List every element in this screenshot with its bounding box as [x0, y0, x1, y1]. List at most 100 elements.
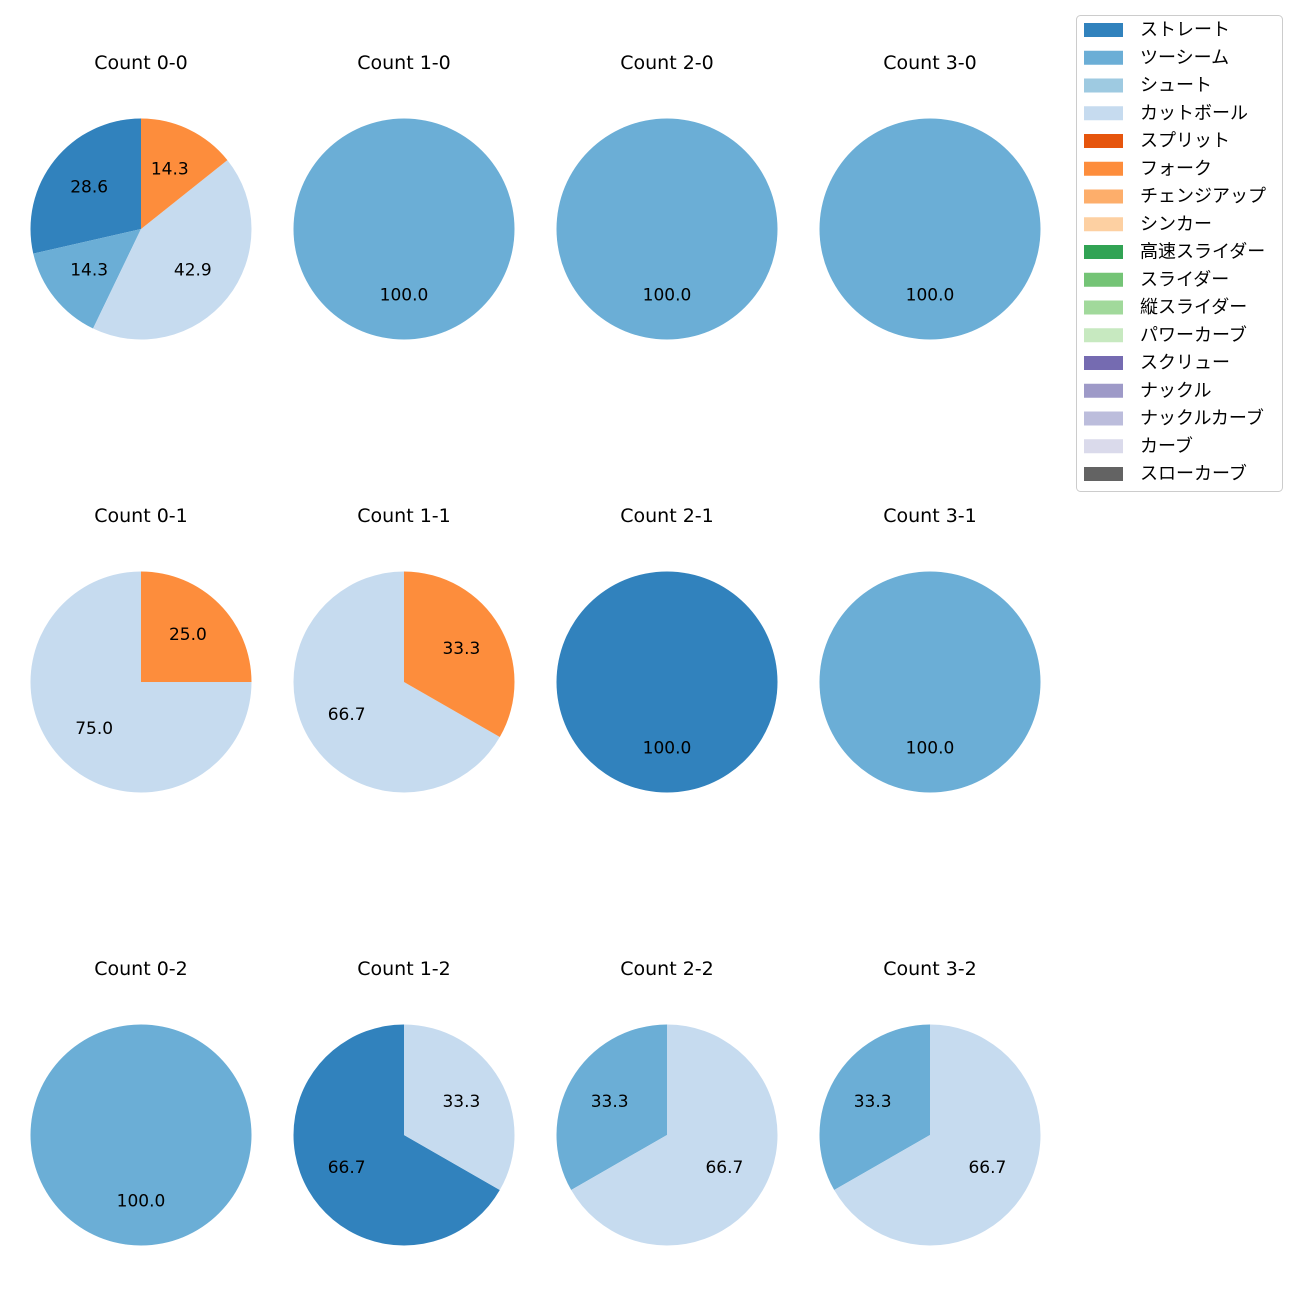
legend-item: ナックルカーブ	[1084, 407, 1264, 429]
legend: ストレートツーシームシュートカットボールスプリットフォークチェンジアップシンカー…	[1076, 15, 1283, 492]
legend-swatch	[1084, 23, 1123, 37]
pie-slice-フォーク	[141, 118, 228, 229]
pie-count-2-2: Count 2-2 33.3 66.7	[556, 958, 778, 1246]
legend-label: ストレート	[1140, 20, 1230, 41]
legend-item: 縦スライダー	[1084, 297, 1247, 318]
pie-slice-label: 66.7	[328, 1158, 366, 1178]
legend-item: シュート	[1084, 75, 1212, 96]
pie-slice-ツーシーム	[293, 118, 515, 340]
pie-slice-ツーシーム	[33, 229, 142, 329]
pie-slice-label: 100.0	[643, 738, 692, 758]
legend-item: チェンジアップ	[1084, 186, 1266, 207]
pie-title: Count 1-1	[357, 505, 451, 527]
pie-slice-label: 100.0	[117, 1191, 166, 1211]
pie-slice-label: 33.3	[442, 1092, 480, 1112]
pie-count-0-1: Count 0-1 75.0 25.0	[30, 505, 252, 793]
legend-label: スライダー	[1140, 269, 1229, 290]
legend-swatch	[1084, 300, 1123, 315]
legend-label: 縦スライダー	[1140, 297, 1247, 318]
pie-count-1-2: Count 1-2 66.7 33.3	[293, 958, 515, 1246]
legend-label: スプリット	[1140, 131, 1230, 152]
pie-slice-label: 42.9	[174, 260, 212, 280]
pie-slice-カットボール	[404, 1024, 515, 1191]
pie-slice-ツーシーム	[30, 1024, 252, 1246]
pie-slice-label: 33.3	[442, 639, 480, 659]
pie-count-0-2: Count 0-2 100.0	[30, 958, 252, 1246]
pie-slice-label: 14.3	[70, 260, 108, 280]
pie-title: Count 3-1	[883, 505, 977, 527]
legend-item: スクリュー	[1084, 353, 1230, 374]
legend-label: シュート	[1140, 75, 1212, 96]
legend-label: シンカー	[1140, 214, 1212, 235]
pie-title: Count 1-2	[357, 958, 451, 980]
pie-slice-label: 100.0	[643, 285, 692, 305]
pie-count-3-2: Count 3-2 33.3 66.7	[819, 958, 1041, 1246]
pie-title: Count 3-0	[883, 52, 977, 74]
legend-swatch	[1084, 161, 1123, 176]
pie-slice-label: 100.0	[906, 285, 955, 305]
legend-item: カットボール	[1084, 103, 1248, 124]
legend-swatch	[1084, 467, 1123, 481]
legend-label: ツーシーム	[1140, 47, 1229, 68]
pie-slice-label: 66.7	[968, 1158, 1006, 1178]
pie-count-3-1: Count 3-1 100.0	[819, 505, 1041, 793]
pie-count-2-1: Count 2-1 100.0	[556, 505, 778, 793]
legend-label: フォーク	[1140, 158, 1212, 179]
pie-title: Count 0-0	[94, 52, 188, 74]
legend-label: ナックル	[1140, 380, 1211, 401]
legend-swatch	[1084, 245, 1123, 259]
pie-slice-label: 66.7	[328, 705, 366, 725]
pie-slice-フォーク	[404, 571, 515, 738]
pie-slice-label: 75.0	[75, 719, 113, 739]
pie-slice-label: 33.3	[854, 1092, 892, 1112]
pie-slice-ストレート	[556, 571, 778, 793]
legend-label: パワーカーブ	[1140, 324, 1247, 346]
legend-item: スローカーブ	[1084, 463, 1247, 485]
pie-title: Count 0-2	[94, 958, 188, 980]
pie-title: Count 2-0	[620, 52, 714, 74]
pie-slice-カットボール	[571, 1024, 778, 1246]
pie-slice-ツーシーム	[556, 118, 778, 340]
pie-count-3-0: Count 3-0 100.0	[819, 52, 1041, 340]
legend-swatch	[1084, 106, 1123, 121]
pie-slice-label: 14.3	[151, 159, 189, 179]
legend-swatch	[1084, 328, 1123, 343]
pie-title: Count 2-1	[620, 505, 714, 527]
legend-item: シンカー	[1084, 214, 1212, 235]
pie-slice-ツーシーム	[819, 1024, 930, 1191]
pie-slice-ツーシーム	[819, 571, 1041, 793]
legend-swatch	[1084, 217, 1123, 232]
pie-count-1-1: Count 1-1 66.7 33.3	[293, 505, 515, 793]
legend-item: フォーク	[1084, 158, 1212, 179]
pie-slice-カットボール	[93, 160, 252, 340]
legend-item: スライダー	[1084, 269, 1229, 290]
pie-slice-ストレート	[293, 1024, 500, 1246]
pie-count-0-0: Count 0-0 28.6 14.3 42.9 14.3	[30, 52, 252, 340]
legend-swatch	[1084, 356, 1123, 370]
pie-slice-フォーク	[141, 571, 252, 682]
legend-label: カットボール	[1140, 103, 1248, 124]
legend-item: ストレート	[1084, 20, 1230, 41]
legend-label: 高速スライダー	[1140, 242, 1265, 263]
pie-slice-label: 33.3	[591, 1092, 629, 1112]
pie-slice-label: 100.0	[906, 738, 955, 758]
pie-slice-ストレート	[30, 118, 141, 254]
pie-slice-label: 25.0	[169, 625, 207, 645]
legend-label: ナックルカーブ	[1140, 407, 1264, 429]
legend-item: パワーカーブ	[1084, 324, 1247, 346]
legend-item: スプリット	[1084, 131, 1230, 152]
legend-item: カーブ	[1084, 435, 1193, 457]
pie-slice-label: 66.7	[705, 1158, 743, 1178]
legend-label: カーブ	[1140, 435, 1193, 457]
legend-frame	[1076, 15, 1283, 492]
pie-slice-label: 100.0	[380, 285, 429, 305]
legend-swatch	[1084, 134, 1123, 148]
legend-item: 高速スライダー	[1084, 242, 1265, 263]
pie-slice-ツーシーム	[556, 1024, 667, 1191]
pie-count-1-0: Count 1-0 100.0	[293, 52, 515, 340]
legend-item: ナックル	[1084, 380, 1211, 401]
legend-swatch	[1084, 411, 1123, 426]
legend-swatch	[1084, 50, 1123, 65]
pie-title: Count 2-2	[620, 958, 714, 980]
